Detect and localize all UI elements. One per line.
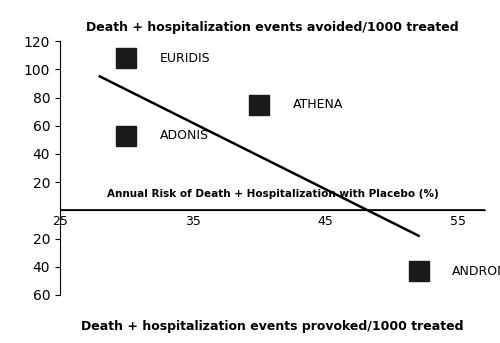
Text: ANDROMEDA: ANDROMEDA (452, 264, 500, 277)
Text: ADONIS: ADONIS (160, 129, 208, 142)
Text: 45: 45 (318, 215, 334, 228)
Text: Annual Risk of Death + Hospitalization with Placebo (%): Annual Risk of Death + Hospitalization w… (106, 189, 438, 199)
Text: 25: 25 (52, 215, 68, 228)
Text: 35: 35 (185, 215, 201, 228)
Text: Death + hospitalization events provoked/1000 treated: Death + hospitalization events provoked/… (81, 320, 464, 333)
Text: 55: 55 (450, 215, 466, 228)
Text: ATHENA: ATHENA (292, 98, 343, 111)
Text: EURIDIS: EURIDIS (160, 51, 210, 64)
Text: Death + hospitalization events avoided/1000 treated: Death + hospitalization events avoided/1… (86, 21, 459, 34)
